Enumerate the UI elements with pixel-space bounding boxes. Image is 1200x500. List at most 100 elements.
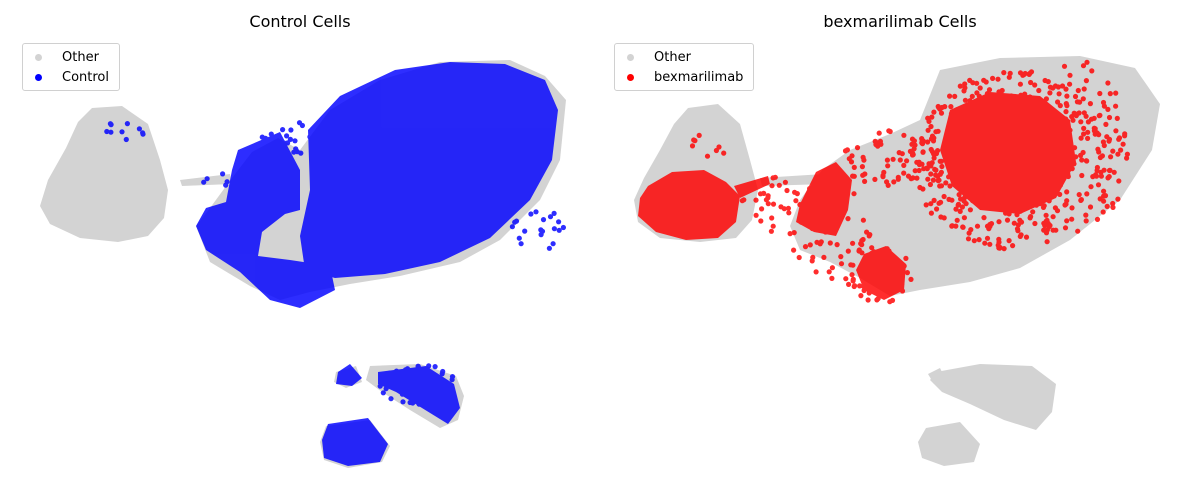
- cell-point: [872, 176, 878, 182]
- cell-point: [955, 116, 961, 122]
- cell-point: [387, 370, 393, 376]
- control-bottom-right: [378, 366, 460, 424]
- cell-point: [1013, 119, 1019, 125]
- cell-point: [1106, 114, 1113, 121]
- cell-point: [1078, 119, 1084, 125]
- cell-point: [288, 127, 294, 133]
- cell-point: [1081, 131, 1087, 137]
- cell-point: [332, 138, 338, 145]
- cell-point: [872, 272, 878, 278]
- cell-point: [1078, 152, 1084, 158]
- cell-point: [556, 219, 562, 225]
- cell-point: [1020, 72, 1026, 78]
- cell-point: [1064, 157, 1071, 163]
- cell-point: [897, 282, 903, 288]
- cell-point: [1026, 101, 1032, 107]
- cell-point: [440, 395, 446, 401]
- cell-point: [955, 144, 961, 150]
- cell-point: [1066, 142, 1072, 148]
- cell-point: [1097, 112, 1103, 118]
- cell-point: [1099, 153, 1105, 159]
- cell-point: [936, 177, 942, 183]
- cell-point: [1019, 124, 1025, 130]
- cell-point: [1010, 180, 1017, 186]
- cell-point: [421, 382, 427, 388]
- cell-point: [1089, 68, 1095, 74]
- cell-point: [307, 134, 313, 140]
- cell-point: [1027, 160, 1033, 166]
- cell-point: [826, 269, 832, 275]
- cell-point: [1056, 162, 1063, 168]
- cell-point: [1094, 167, 1100, 174]
- cell-point: [962, 194, 968, 200]
- cell-point: [1023, 191, 1029, 197]
- cell-point: [1113, 128, 1119, 134]
- cell-point: [866, 272, 873, 278]
- cell-point: [383, 375, 389, 381]
- cell-point: [987, 241, 993, 247]
- cell-point: [834, 242, 840, 248]
- cell-point: [946, 150, 952, 156]
- cell-point: [952, 93, 958, 99]
- cell-point: [311, 152, 317, 158]
- cell-point: [704, 153, 711, 159]
- cell-point: [1081, 125, 1087, 131]
- cell-point: [925, 139, 931, 145]
- cell-point: [1107, 91, 1113, 97]
- cell-point: [1046, 141, 1052, 147]
- cell-point: [1113, 103, 1119, 109]
- cell-point: [874, 297, 880, 303]
- cell-point: [994, 164, 1000, 170]
- cell-point: [1108, 154, 1114, 160]
- cell-point: [860, 217, 866, 223]
- cell-point: [776, 182, 782, 188]
- cell-point: [1110, 200, 1116, 207]
- cell-point: [1015, 148, 1022, 154]
- cell-point: [962, 170, 968, 176]
- cell-point: [426, 363, 432, 369]
- cell-point: [1003, 210, 1009, 216]
- cell-point: [1067, 81, 1073, 87]
- cell-point: [382, 381, 388, 387]
- cell-point: [827, 240, 833, 246]
- cell-point: [967, 192, 974, 198]
- cell-point: [1055, 99, 1061, 105]
- cell-point: [919, 140, 925, 146]
- cell-point: [813, 194, 819, 200]
- cell-point: [955, 202, 961, 208]
- cell-point: [947, 165, 953, 171]
- cell-point: [946, 174, 952, 180]
- cell-point: [802, 207, 808, 213]
- cell-point: [322, 152, 329, 158]
- cell-point: [908, 276, 914, 282]
- cell-point: [1050, 214, 1056, 220]
- cell-point: [931, 197, 937, 203]
- cell-point: [797, 202, 803, 208]
- cell-point: [894, 261, 900, 268]
- cell-point: [785, 205, 791, 211]
- cell-point: [1013, 204, 1019, 210]
- cell-point: [1075, 87, 1081, 94]
- cell-point: [1044, 239, 1050, 245]
- cell-point: [967, 98, 973, 104]
- cell-point: [1061, 63, 1068, 69]
- cell-point: [946, 196, 952, 202]
- cell-point: [1097, 90, 1103, 97]
- cell-point: [938, 110, 945, 116]
- cell-point: [408, 381, 414, 387]
- cell-point: [770, 223, 776, 229]
- cell-point: [1081, 110, 1087, 116]
- cell-point: [861, 287, 867, 294]
- cell-point: [981, 179, 987, 185]
- cell-point: [861, 284, 867, 290]
- cell-point: [962, 85, 968, 91]
- cell-point: [973, 155, 979, 161]
- cell-point: [1104, 203, 1110, 209]
- cell-point: [1101, 167, 1107, 173]
- cluster-bottom-right-other: [930, 364, 1056, 430]
- cell-point: [976, 145, 982, 152]
- cell-point: [816, 199, 822, 205]
- cell-point: [411, 389, 417, 395]
- cell-point: [546, 245, 553, 251]
- cell-point: [877, 138, 883, 144]
